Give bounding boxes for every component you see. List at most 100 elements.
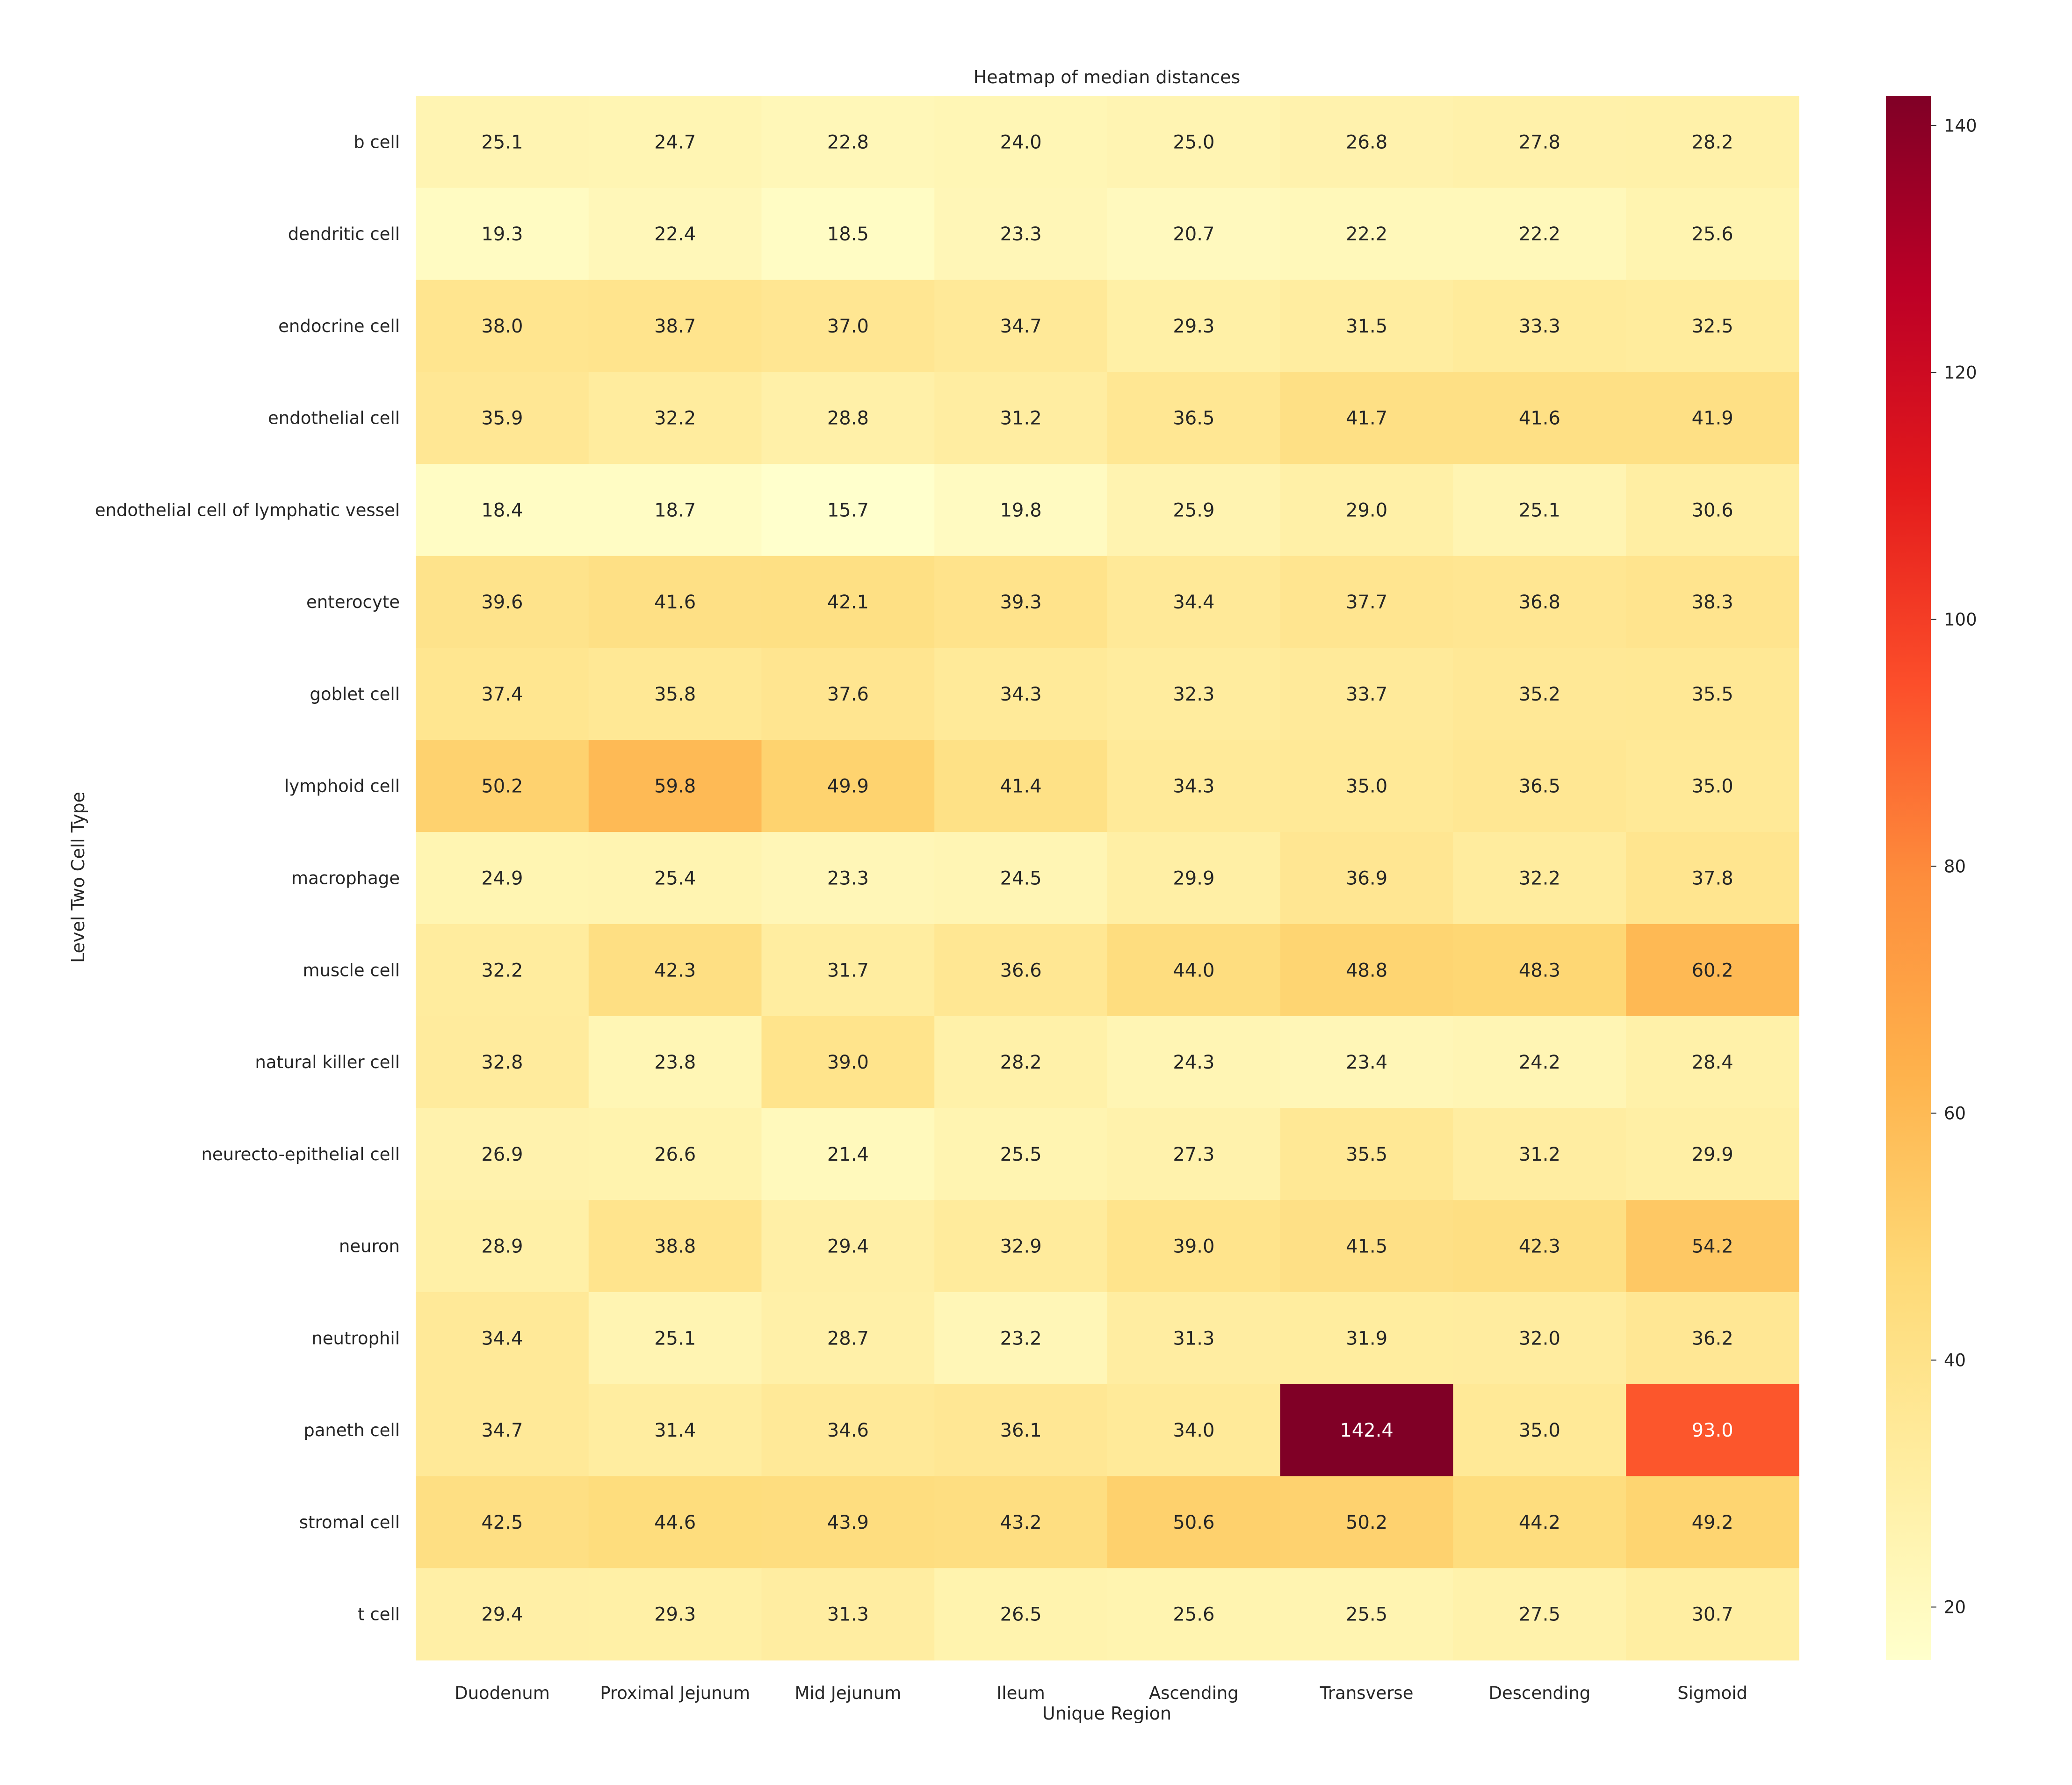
heatmap-cell xyxy=(761,556,935,649)
heatmap-cell xyxy=(588,832,762,925)
heatmap-cell xyxy=(1107,1384,1281,1477)
heatmap-cell xyxy=(1280,1568,1454,1661)
cell-value-label: 28.8 xyxy=(827,408,869,429)
row-tick-label: neurecto-epithelial cell xyxy=(201,1144,400,1164)
cell-value-label: 48.8 xyxy=(1346,960,1387,981)
cell-value-label: 29.4 xyxy=(481,1604,523,1626)
heatmap-cell xyxy=(1107,464,1281,556)
cell-value-label: 15.7 xyxy=(827,499,869,521)
cell-value-label: 34.7 xyxy=(1000,316,1042,337)
heatmap-cell xyxy=(1107,1016,1281,1109)
heatmap-cell xyxy=(1626,372,1799,464)
cell-value-label: 32.3 xyxy=(1173,684,1214,705)
cell-value-label: 49.9 xyxy=(827,776,869,797)
heatmap-cell xyxy=(1626,280,1799,372)
cell-value-label: 42.3 xyxy=(1519,1236,1560,1257)
heatmap-cell xyxy=(934,96,1108,188)
cell-value-label: 24.0 xyxy=(1000,131,1042,153)
heatmap-cell xyxy=(1107,1200,1281,1293)
heatmap-cell xyxy=(1453,1568,1626,1661)
heatmap-cell xyxy=(761,96,935,188)
column-tick-labels: Duodenum Proximal Jejunum Mid Jejunum Ileum… xyxy=(455,1683,1747,1703)
heatmap-cell xyxy=(416,464,589,556)
cell-value-label: 30.7 xyxy=(1692,1604,1733,1626)
heatmap-cell xyxy=(761,372,935,464)
cell-value-label: 18.4 xyxy=(481,499,523,521)
heatmap-cell xyxy=(934,1476,1108,1568)
cell-value-label: 41.9 xyxy=(1692,408,1733,429)
cell-value-label: 30.6 xyxy=(1692,499,1733,521)
cell-value-label: 37.0 xyxy=(827,316,869,337)
column-tick-label: Descending xyxy=(1488,1683,1590,1703)
heatmap-cell xyxy=(588,1108,762,1200)
cell-value-label: 50.2 xyxy=(1346,1512,1387,1533)
heatmap-cell xyxy=(416,832,589,925)
heatmap-cell xyxy=(1453,1108,1626,1200)
heatmap-cell xyxy=(1107,96,1281,188)
cell-value-label: 48.3 xyxy=(1519,960,1560,981)
heatmap-cell xyxy=(1107,740,1281,832)
heatmap-cell xyxy=(761,280,935,372)
cell-value-label: 43.9 xyxy=(827,1512,869,1533)
heatmap-cell xyxy=(588,1384,762,1477)
heatmap-cell xyxy=(934,1200,1108,1293)
heatmap-cell xyxy=(761,1476,935,1568)
heatmap-cell xyxy=(1107,648,1281,740)
cell-value-label: 22.2 xyxy=(1346,224,1387,245)
row-tick-label: b cell xyxy=(354,132,400,152)
cell-value-label: 24.9 xyxy=(481,868,523,889)
cell-value-label: 18.5 xyxy=(827,224,869,245)
cell-value-label: 36.9 xyxy=(1346,868,1387,889)
cell-value-label: 31.3 xyxy=(1173,1328,1214,1349)
heatmap-cell xyxy=(1453,1016,1626,1109)
heatmap-cell xyxy=(588,740,762,832)
cell-value-label: 28.2 xyxy=(1000,1052,1042,1073)
heatmap-cell xyxy=(1453,280,1626,372)
chart-title: Heatmap of median distances xyxy=(974,67,1241,87)
heatmap-cell xyxy=(588,372,762,464)
cell-value-label: 25.6 xyxy=(1173,1604,1214,1626)
heatmap-cell xyxy=(416,188,589,281)
heatmap-cell xyxy=(934,556,1108,649)
cell-value-label: 39.3 xyxy=(1000,592,1042,613)
cell-value-label: 41.7 xyxy=(1346,408,1387,429)
cell-value-label: 34.3 xyxy=(1173,776,1214,797)
cell-value-label: 29.9 xyxy=(1173,868,1214,889)
cell-value-label: 35.5 xyxy=(1692,684,1733,705)
y-axis-label: Level Two Cell Type xyxy=(68,792,88,963)
cell-value-label: 23.8 xyxy=(654,1052,696,1073)
heatmap-cell xyxy=(1280,1384,1454,1477)
heatmap-cell xyxy=(416,1476,589,1568)
heatmap-cell xyxy=(1626,740,1799,832)
heatmap-cell xyxy=(588,464,762,556)
cell-value-label: 25.6 xyxy=(1692,224,1733,245)
heatmap-cell xyxy=(1626,1568,1799,1661)
cell-value-label: 31.5 xyxy=(1346,316,1387,337)
row-tick-label: endothelial cell xyxy=(268,408,400,428)
heatmap-cell xyxy=(761,1292,935,1385)
cell-value-label: 44.2 xyxy=(1519,1512,1560,1533)
row-tick-label: paneth cell xyxy=(303,1420,400,1440)
heatmap-cell xyxy=(1453,924,1626,1017)
colorbar-tick-label: 120 xyxy=(1944,362,1977,383)
heatmap-cell xyxy=(934,1292,1108,1385)
cell-value-label: 32.9 xyxy=(1000,1236,1042,1257)
cell-value-label: 32.2 xyxy=(481,960,523,981)
cell-value-label: 25.9 xyxy=(1173,499,1214,521)
cell-value-label: 34.6 xyxy=(827,1420,869,1441)
heatmap-cell xyxy=(1280,924,1454,1017)
cell-value-label: 36.6 xyxy=(1000,960,1042,981)
heatmap-cell xyxy=(416,1384,589,1477)
cell-value-label: 34.3 xyxy=(1000,684,1042,705)
cell-value-label: 37.7 xyxy=(1346,592,1387,613)
cell-value-label: 41.6 xyxy=(1519,408,1560,429)
heatmap-cell xyxy=(934,1384,1108,1477)
cell-value-label: 36.5 xyxy=(1173,408,1214,429)
cell-value-label: 41.4 xyxy=(1000,776,1042,797)
cell-value-label: 29.4 xyxy=(827,1236,869,1257)
cell-value-label: 26.6 xyxy=(654,1144,696,1165)
heatmap-cell xyxy=(761,1108,935,1200)
x-axis-label: Unique Region xyxy=(1042,1703,1171,1724)
cell-value-label: 29.3 xyxy=(1173,316,1214,337)
